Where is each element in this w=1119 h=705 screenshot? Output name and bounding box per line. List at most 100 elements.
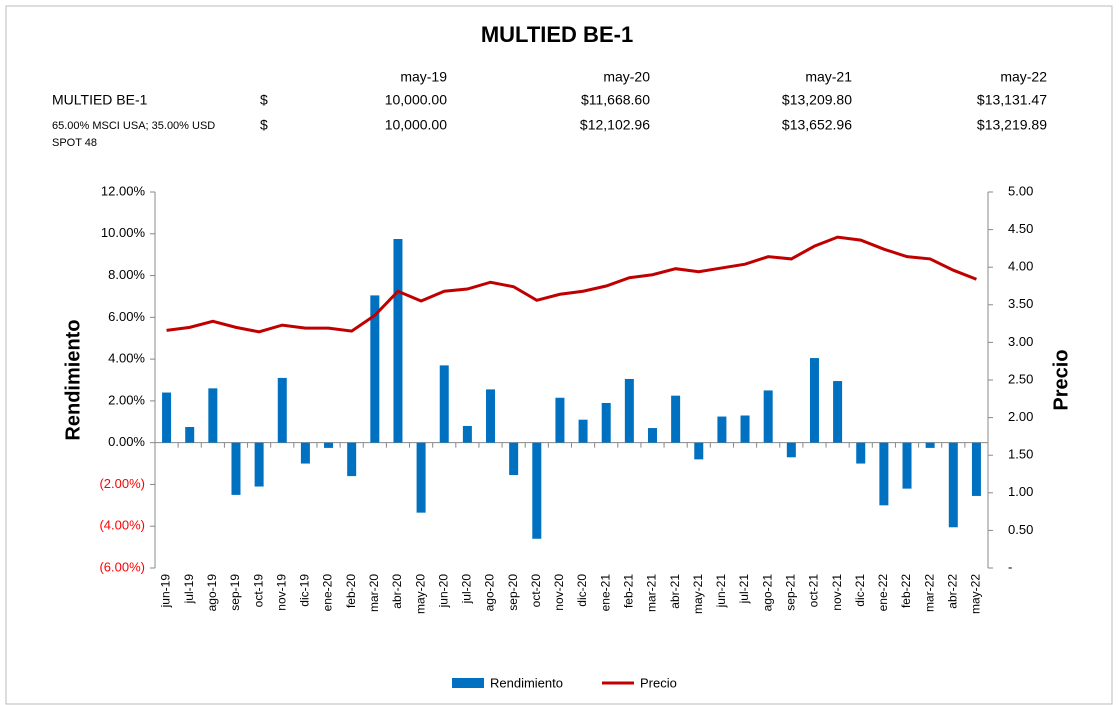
y2-tick-label: 2.00 (1008, 409, 1033, 424)
x-tick-label: nov-21 (830, 574, 844, 611)
y2-tick-label: - (1008, 559, 1012, 574)
y2-tick-label: 2.50 (1008, 371, 1033, 386)
table-currency: $ (260, 117, 268, 133)
x-tick-label: may-22 (969, 574, 983, 614)
x-tick-label: ago-19 (205, 574, 219, 612)
x-tick-label: nov-19 (274, 574, 288, 611)
y-tick-label: 6.00% (108, 309, 145, 324)
x-tick-label: jul-19 (182, 574, 196, 605)
x-tick-label: sep-21 (783, 574, 797, 611)
y-tick-label: 8.00% (108, 267, 145, 282)
bar (509, 442, 519, 476)
x-tick-label: oct-20 (529, 574, 543, 608)
x-tick-label: sep-20 (506, 574, 520, 611)
y2-tick-label: 4.00 (1008, 259, 1033, 274)
bar (231, 442, 241, 495)
x-tick-label: abr-21 (668, 574, 682, 609)
y2-tick-label: 5.00 (1008, 183, 1033, 198)
table-column-header: may-20 (603, 69, 650, 85)
table-cell: $12,102.96 (580, 117, 650, 133)
y2-tick-label: 3.50 (1008, 296, 1033, 311)
x-tick-label: dic-21 (853, 574, 867, 607)
bar (856, 442, 866, 464)
legend-swatch (452, 678, 484, 688)
x-tick-label: may-21 (691, 574, 705, 614)
table-cell: $11,668.60 (581, 92, 650, 108)
table-row-name: MULTIED BE-1 (52, 92, 148, 108)
x-tick-label: sep-19 (228, 574, 242, 611)
bar (486, 389, 496, 443)
table-cell: $13,652.96 (782, 117, 852, 133)
y-tick-label: 12.00% (101, 183, 146, 198)
y-axis-label: Rendimiento (62, 319, 84, 440)
chart-frame (5, 5, 1113, 705)
legend-label: Precio (640, 675, 677, 690)
x-tick-label: abr-22 (945, 574, 959, 609)
y-tick-label: (6.00%) (99, 559, 145, 574)
y2-tick-label: 1.00 (1008, 484, 1033, 499)
x-tick-label: oct-21 (807, 574, 821, 608)
bar (948, 442, 958, 528)
y-tick-label: (4.00%) (99, 518, 145, 533)
table-cell: $13,131.47 (977, 92, 1047, 108)
x-tick-label: dic-19 (298, 574, 312, 607)
x-tick-label: feb-20 (344, 574, 358, 608)
bar (462, 425, 472, 443)
bar (809, 358, 819, 443)
x-tick-label: ene-21 (598, 574, 612, 612)
table-column-header: may-22 (1000, 69, 1047, 85)
x-tick-label: jul-20 (460, 574, 474, 605)
x-tick-label: feb-22 (899, 574, 913, 608)
y-tick-label: 0.00% (108, 434, 145, 449)
x-tick-label: jul-21 (737, 574, 751, 605)
y-tick-label: 2.00% (108, 392, 145, 407)
x-tick-label: dic-20 (575, 574, 589, 607)
bar (647, 428, 657, 443)
bar (601, 402, 611, 443)
table-cell: $13,219.89 (977, 117, 1047, 133)
table-column-header: may-21 (805, 69, 852, 85)
y2-tick-label: 0.50 (1008, 522, 1033, 537)
bar (439, 365, 449, 443)
bar (162, 392, 172, 443)
bar (879, 442, 889, 506)
bar (393, 239, 403, 443)
x-tick-label: ene-20 (321, 574, 335, 612)
x-tick-label: mar-22 (922, 574, 936, 612)
bar (185, 427, 195, 443)
x-tick-label: ene-22 (876, 574, 890, 612)
bar (671, 395, 681, 443)
bar (925, 442, 935, 448)
bar (833, 381, 843, 443)
x-tick-label: jun-21 (714, 574, 728, 609)
x-tick-label: may-20 (413, 574, 427, 614)
bar (624, 378, 634, 443)
table-column-header: may-19 (400, 69, 447, 85)
bar (902, 442, 912, 489)
table-row-name: 65.00% MSCI USA; 35.00% USD (52, 120, 215, 132)
bar (347, 442, 357, 477)
y2-tick-label: 4.50 (1008, 221, 1033, 236)
table-row-name: SPOT 48 (52, 137, 97, 149)
x-tick-label: ago-20 (483, 574, 497, 612)
table-cell: 10,000.00 (385, 92, 447, 108)
bar (786, 442, 796, 458)
bar (555, 397, 565, 443)
bar (740, 415, 750, 443)
y2-axis-label: Precio (1050, 349, 1072, 410)
x-tick-label: jun-20 (436, 574, 450, 609)
x-tick-label: ago-21 (760, 574, 774, 612)
legend-label: Rendimiento (490, 675, 563, 690)
y-tick-label: 10.00% (101, 225, 146, 240)
bar (416, 442, 426, 513)
y2-tick-label: 3.00 (1008, 334, 1033, 349)
bar (300, 442, 310, 464)
line (166, 235, 977, 334)
x-tick-label: nov-20 (552, 574, 566, 611)
bar (578, 419, 588, 443)
table-currency: $ (260, 92, 268, 108)
bar (532, 442, 542, 539)
y2-tick-label: 1.50 (1008, 447, 1033, 462)
bar (254, 442, 264, 487)
